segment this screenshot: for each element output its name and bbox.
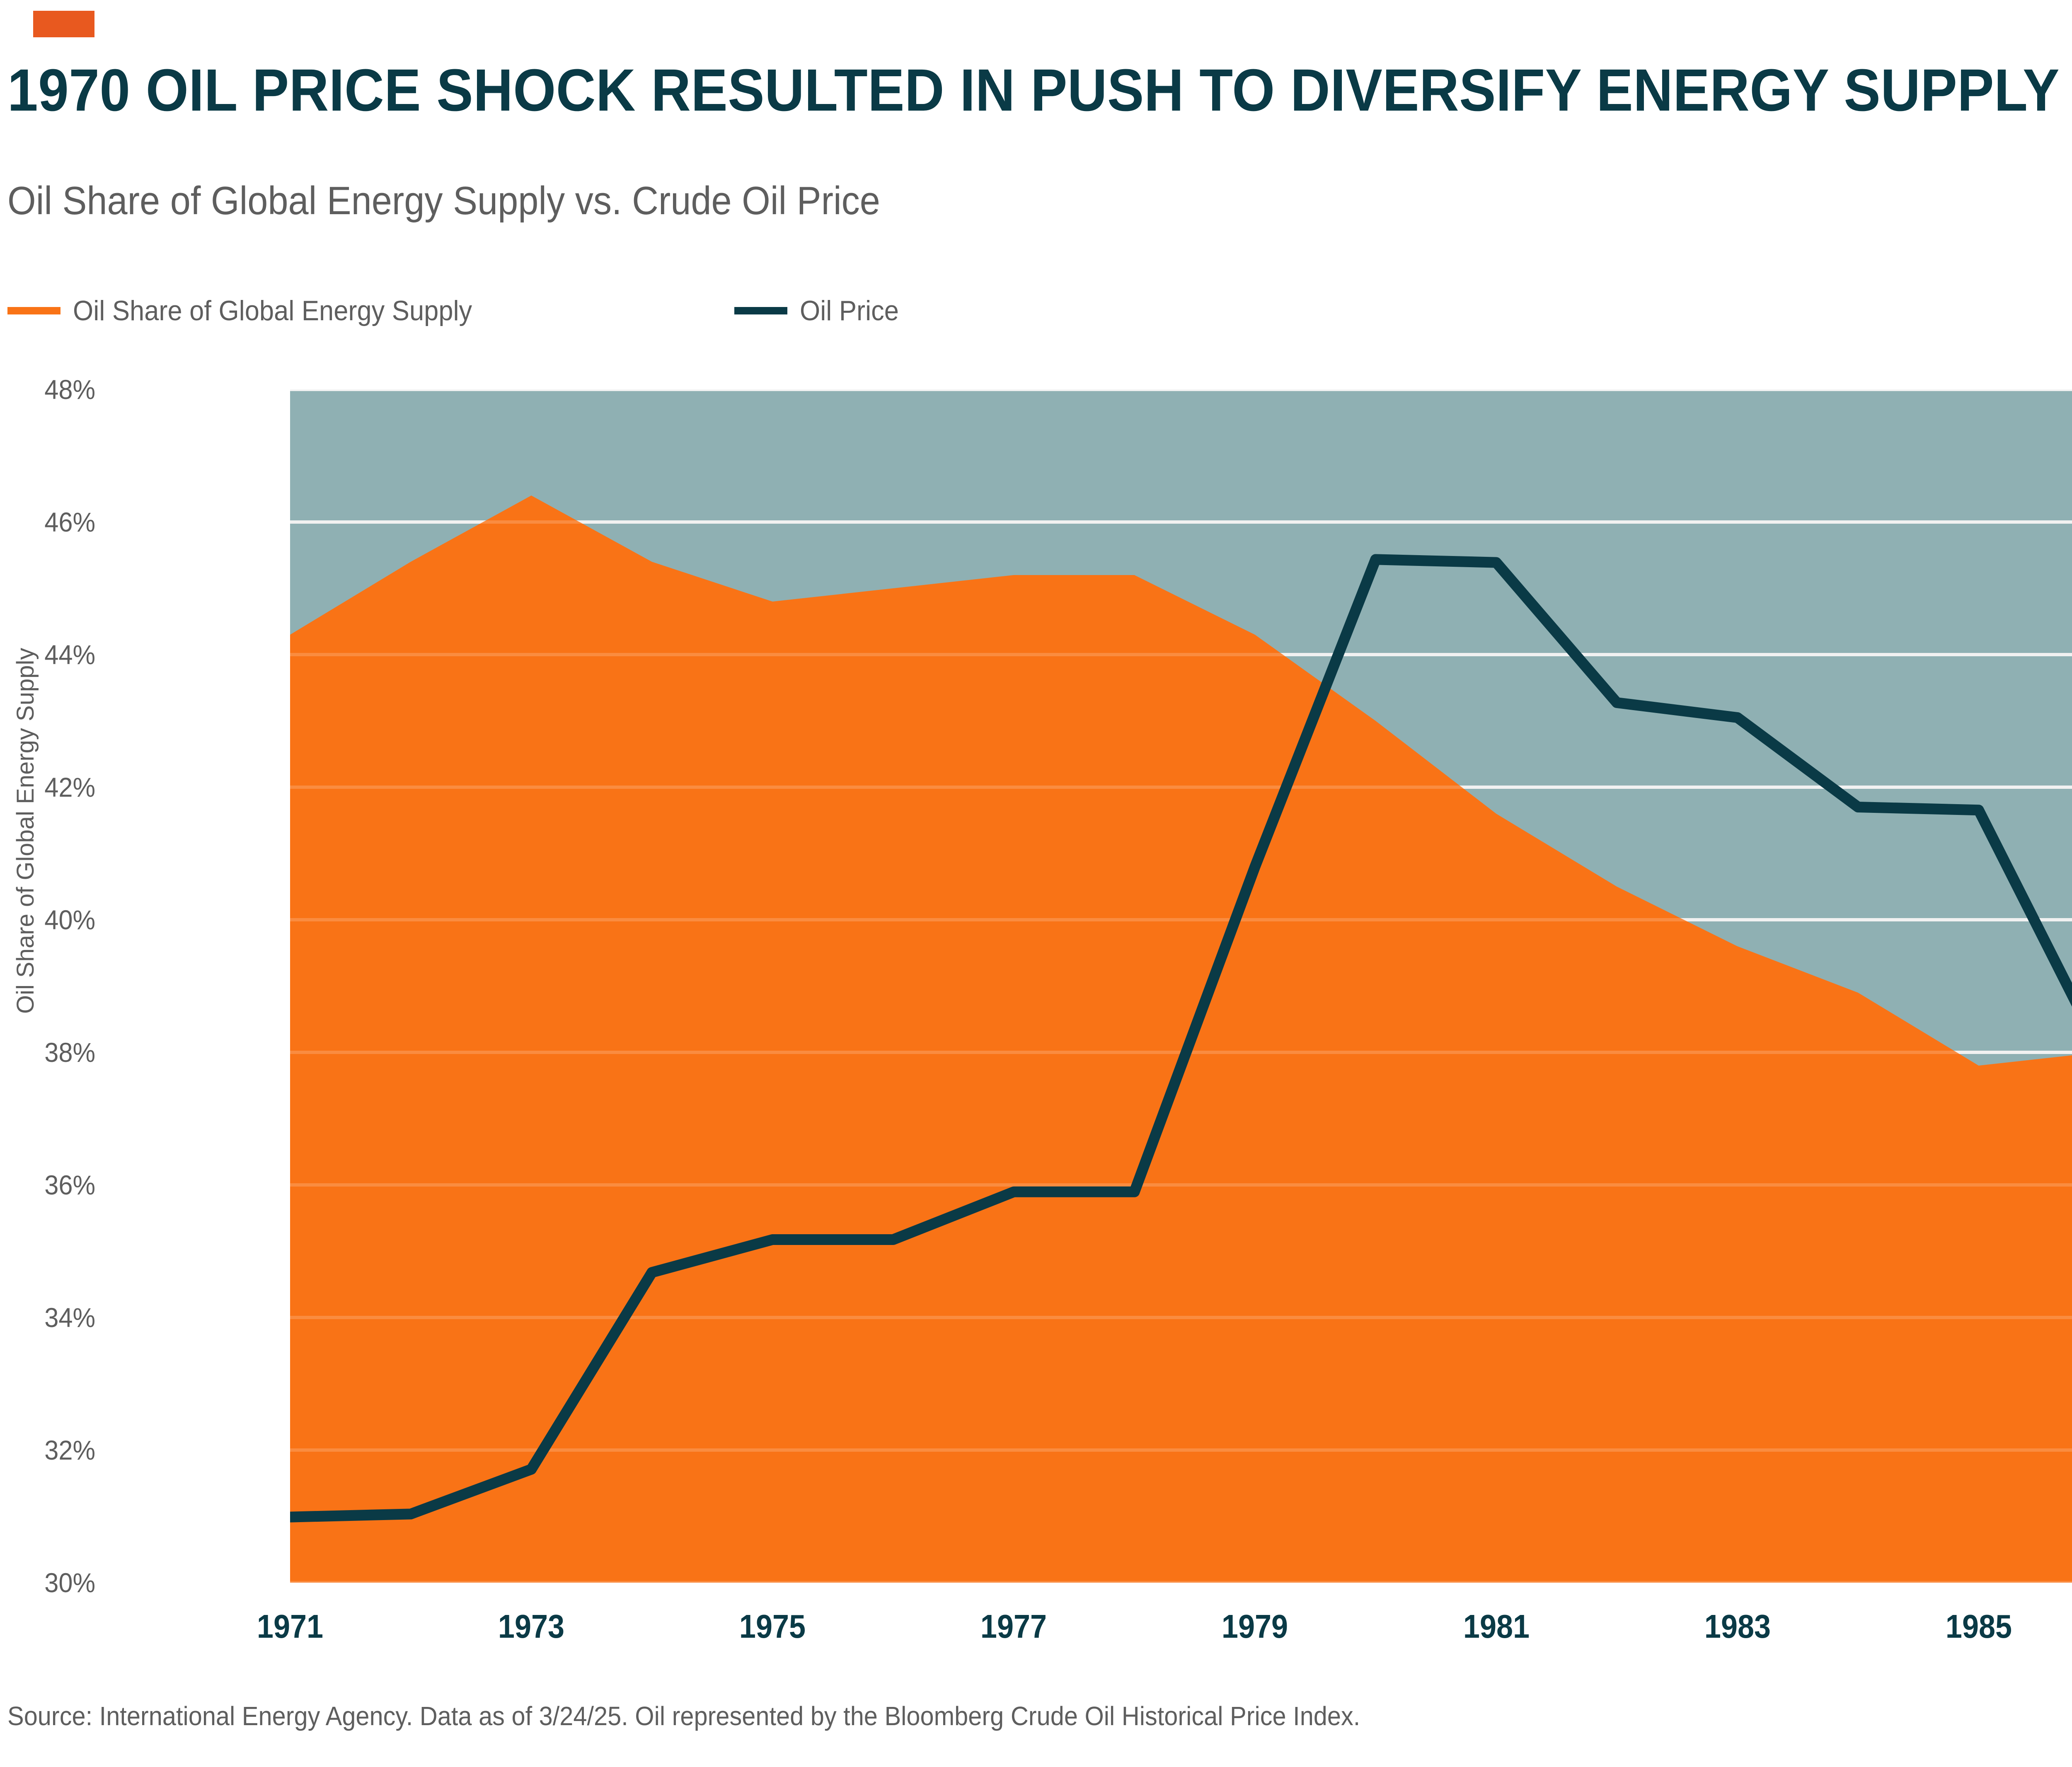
legend-item-oil-share[interactable]: Oil Share of Global Energy Supply [7, 295, 502, 327]
y-axis-left-tick-label: 30% [44, 1567, 95, 1598]
x-axis-tick-label: 1985 [1945, 1608, 2012, 1645]
chart-canvas [290, 389, 2072, 1583]
x-axis-tick-label: 1983 [1704, 1608, 1771, 1645]
y-axis-left-tick-label: 38% [44, 1037, 95, 1068]
y-axis-left-tick-label: 36% [44, 1170, 95, 1200]
chart-gridlines-overlay [290, 389, 2072, 1583]
legend-label-oil-share: Oil Share of Global Energy Supply [73, 295, 472, 326]
legend-item-oil-price[interactable]: Oil Price [734, 295, 906, 327]
legend-swatch-icon-oil-price [734, 307, 787, 314]
y-axis-left-tick-label: 46% [44, 507, 95, 537]
x-axis-tick-label: 1979 [1222, 1608, 1288, 1645]
source-note: Source: International Energy Agency. Dat… [7, 1701, 1360, 1731]
y-axis-left-tick-label: 42% [44, 772, 95, 803]
legend-swatch-icon-oil-share [7, 307, 61, 314]
page-title: 1970 OIL PRICE SHOCK RESULTED IN PUSH TO… [7, 57, 2060, 123]
accent-bar [33, 11, 94, 37]
x-axis-tick-label: 1973 [498, 1608, 565, 1645]
y-axis-left-title: Oil Share of Global Energy Supply [12, 648, 39, 1014]
legend-label-oil-price: Oil Price [799, 295, 899, 326]
series-line-oil-price [290, 554, 2072, 1523]
y-axis-left-tick-label: 34% [44, 1302, 95, 1333]
y-axis-left-tick-label: 32% [44, 1435, 95, 1465]
x-axis-tick-label: 1971 [257, 1608, 324, 1645]
chart-subtitle: Oil Share of Global Energy Supply vs. Cr… [7, 179, 880, 223]
chart-legend: Oil Share of Global Energy Supply Oil Pr… [7, 286, 906, 336]
x-axis-tick-label: 1975 [739, 1608, 806, 1645]
y-axis-left-tick-label: 40% [44, 904, 95, 935]
y-axis-left-tick-label: 48% [44, 374, 95, 405]
y-axis-left-tick-label: 44% [44, 639, 95, 670]
series-area-oil-share [290, 496, 2072, 1583]
x-axis-tick-label: 1977 [980, 1608, 1047, 1645]
x-axis-tick-label: 1981 [1463, 1608, 1530, 1645]
